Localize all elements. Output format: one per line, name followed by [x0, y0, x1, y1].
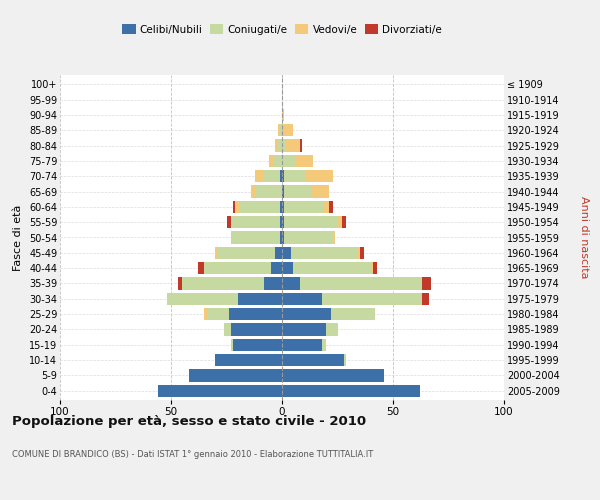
Bar: [280, 124, 282, 136]
Bar: [344, 354, 346, 366]
Bar: [282, 170, 284, 182]
Bar: [215, 354, 282, 366]
Bar: [284, 124, 293, 136]
Bar: [360, 246, 364, 259]
Bar: [282, 231, 284, 244]
Bar: [227, 216, 231, 228]
Bar: [271, 262, 282, 274]
Text: Femmine: Femmine: [0, 499, 1, 500]
Bar: [326, 323, 337, 336]
Bar: [286, 139, 300, 152]
Bar: [371, 262, 373, 274]
Bar: [280, 216, 282, 228]
Bar: [282, 124, 284, 136]
Y-axis label: Anni di nascita: Anni di nascita: [579, 196, 589, 279]
Bar: [233, 338, 282, 351]
Bar: [373, 262, 377, 274]
Bar: [224, 323, 231, 336]
Text: Maschi: Maschi: [0, 499, 1, 500]
Bar: [342, 216, 346, 228]
Bar: [275, 246, 282, 259]
Bar: [282, 139, 286, 152]
Bar: [189, 369, 282, 382]
Bar: [282, 323, 326, 336]
Bar: [422, 277, 431, 290]
Bar: [282, 354, 344, 366]
Bar: [231, 216, 280, 228]
Bar: [178, 277, 182, 290]
Bar: [235, 200, 240, 213]
Bar: [358, 246, 360, 259]
Bar: [269, 154, 273, 167]
Bar: [295, 154, 313, 167]
Bar: [204, 262, 271, 274]
Bar: [238, 292, 282, 305]
Bar: [231, 323, 282, 336]
Bar: [282, 185, 284, 198]
Bar: [282, 308, 331, 320]
Bar: [278, 124, 280, 136]
Bar: [240, 200, 280, 213]
Bar: [311, 185, 329, 198]
Bar: [231, 231, 280, 244]
Bar: [282, 369, 384, 382]
Bar: [284, 185, 311, 198]
Legend: Celibi/Nubili, Coniugati/e, Vedovi/e, Divorziati/e: Celibi/Nubili, Coniugati/e, Vedovi/e, Di…: [118, 20, 446, 39]
Text: Popolazione per età, sesso e stato civile - 2010: Popolazione per età, sesso e stato civil…: [12, 415, 366, 428]
Bar: [264, 170, 280, 182]
Bar: [251, 185, 256, 198]
Bar: [256, 185, 282, 198]
Bar: [280, 200, 282, 213]
Bar: [182, 277, 264, 290]
Bar: [204, 308, 206, 320]
Bar: [282, 246, 291, 259]
Bar: [282, 154, 295, 167]
Bar: [256, 170, 264, 182]
Bar: [282, 262, 293, 274]
Bar: [284, 216, 337, 228]
Bar: [284, 170, 307, 182]
Bar: [307, 170, 333, 182]
Bar: [300, 277, 422, 290]
Bar: [218, 246, 275, 259]
Bar: [300, 139, 302, 152]
Text: COMUNE DI BRANDICO (BS) - Dati ISTAT 1° gennaio 2010 - Elaborazione TUTTITALIA.I: COMUNE DI BRANDICO (BS) - Dati ISTAT 1° …: [12, 450, 373, 459]
Bar: [273, 154, 282, 167]
Bar: [282, 384, 419, 397]
Bar: [284, 200, 324, 213]
Bar: [422, 292, 428, 305]
Bar: [215, 246, 218, 259]
Bar: [322, 292, 422, 305]
Bar: [264, 277, 282, 290]
Bar: [293, 262, 371, 274]
Bar: [233, 200, 235, 213]
Bar: [331, 308, 375, 320]
Y-axis label: Fasce di età: Fasce di età: [13, 204, 23, 270]
Bar: [333, 231, 335, 244]
Bar: [167, 292, 238, 305]
Bar: [284, 231, 333, 244]
Bar: [282, 216, 284, 228]
Bar: [282, 338, 322, 351]
Bar: [322, 338, 326, 351]
Bar: [280, 170, 282, 182]
Bar: [282, 108, 284, 121]
Bar: [231, 338, 233, 351]
Bar: [229, 308, 282, 320]
Bar: [280, 231, 282, 244]
Bar: [282, 200, 284, 213]
Bar: [282, 292, 322, 305]
Bar: [324, 200, 329, 213]
Bar: [282, 277, 300, 290]
Bar: [275, 139, 278, 152]
Bar: [206, 308, 229, 320]
Bar: [337, 216, 342, 228]
Bar: [291, 246, 358, 259]
Bar: [197, 262, 204, 274]
Bar: [278, 139, 282, 152]
Bar: [329, 200, 333, 213]
Bar: [158, 384, 282, 397]
